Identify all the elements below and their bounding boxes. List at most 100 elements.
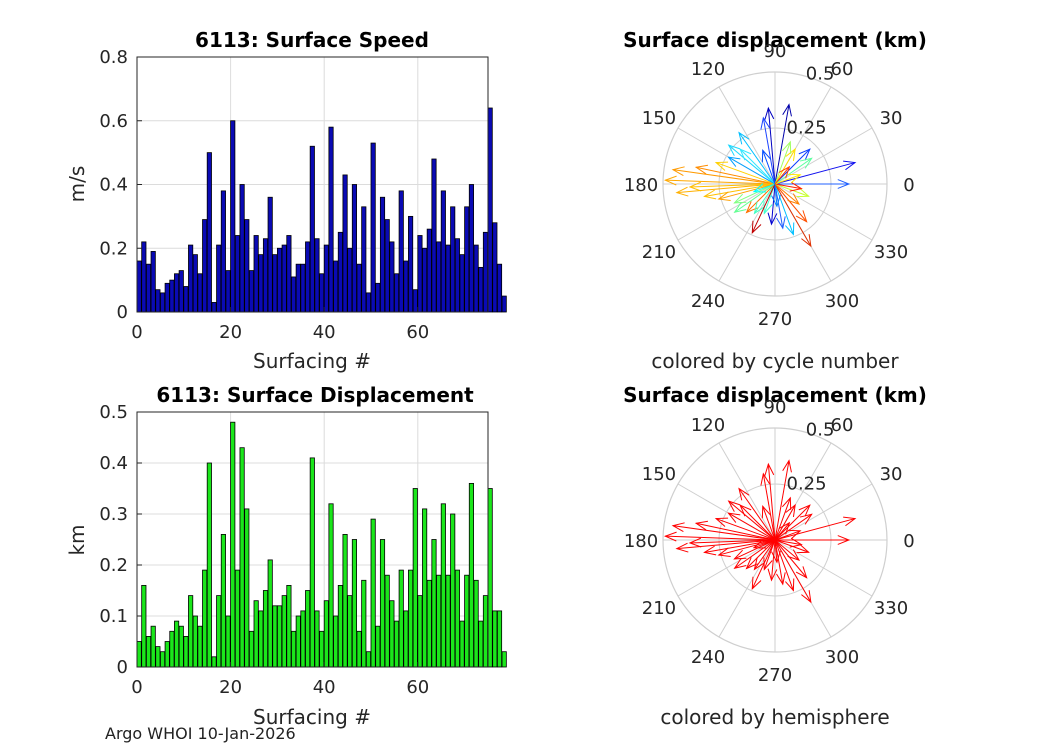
bar xyxy=(276,605,283,668)
polar-radius-label: 0.25 xyxy=(787,118,827,139)
bar xyxy=(501,295,507,313)
arrow-head xyxy=(798,148,811,161)
arrow-head xyxy=(837,535,851,545)
polar-angle-label: 150 xyxy=(642,464,676,485)
arrow-shaft xyxy=(672,169,776,185)
displacement-arrow xyxy=(767,183,778,226)
bar xyxy=(281,595,287,668)
bar xyxy=(286,235,292,313)
arrow-shaft xyxy=(774,513,812,541)
arrow-head xyxy=(675,542,689,553)
displacement-arrow xyxy=(727,512,776,541)
bar xyxy=(408,569,414,668)
arrow-head xyxy=(752,539,766,549)
arrow-shaft xyxy=(774,522,790,541)
arrow-head xyxy=(778,521,791,535)
bar xyxy=(450,206,456,313)
bar xyxy=(422,508,428,668)
displacement-arrow xyxy=(774,103,792,185)
displacement-arrow xyxy=(771,183,781,208)
polar-spoke xyxy=(677,539,776,597)
arrow-shaft xyxy=(774,157,812,185)
polar-angle-label: 210 xyxy=(642,598,676,619)
bar xyxy=(319,273,325,313)
bar xyxy=(356,630,362,668)
speed-chart-ylabel: m/s xyxy=(65,166,89,203)
arrow-shaft xyxy=(728,156,776,185)
bar xyxy=(398,569,404,668)
displacement-arrow xyxy=(774,459,792,541)
bar xyxy=(244,219,250,313)
displacement-arrow xyxy=(760,472,776,541)
bar xyxy=(230,421,236,668)
bar xyxy=(389,600,395,668)
arrow-head xyxy=(789,181,803,192)
arrow-head xyxy=(733,193,747,204)
x-tick-label: 60 xyxy=(406,322,429,343)
displacement-arrow xyxy=(745,183,776,214)
bar xyxy=(150,625,156,668)
displacement-arrow xyxy=(753,183,776,215)
bar xyxy=(496,610,503,668)
polar-angle-label: 210 xyxy=(642,242,676,263)
bar xyxy=(206,152,212,313)
displacement-arrow xyxy=(717,539,776,557)
arrow-head xyxy=(796,543,810,554)
bar xyxy=(164,641,170,668)
bar xyxy=(155,289,161,313)
arrow-head xyxy=(801,234,812,248)
polar-radius-label: 0.5 xyxy=(806,63,835,84)
arrow-head xyxy=(688,181,702,192)
arrow-shaft xyxy=(762,150,776,185)
bar xyxy=(454,569,460,668)
polar-angle-label: 30 xyxy=(880,108,903,129)
displacement-arrow xyxy=(774,183,810,198)
y-tick-label: 0 xyxy=(117,657,128,678)
arrow-shaft xyxy=(774,166,790,185)
arrow-head xyxy=(727,156,741,167)
bar xyxy=(150,251,156,313)
displacement-arrow xyxy=(774,140,792,185)
displacement-arrow xyxy=(774,521,791,541)
displacement-arrow xyxy=(774,183,801,206)
arrow-head xyxy=(760,116,771,130)
arrow-shaft xyxy=(774,539,794,591)
bar xyxy=(291,276,297,313)
bar xyxy=(216,244,222,313)
displacement-arrow xyxy=(771,539,781,564)
arrow-shaft xyxy=(754,183,776,214)
arrow-shaft xyxy=(774,504,796,541)
bar xyxy=(239,447,245,668)
arrow-head xyxy=(717,191,731,201)
bar xyxy=(422,247,428,313)
bar xyxy=(328,503,334,668)
arrow-head xyxy=(703,189,717,200)
arrow-head xyxy=(714,161,729,171)
arrow-shaft xyxy=(715,518,776,541)
bar xyxy=(436,574,442,668)
polar-angle-label: 120 xyxy=(691,59,725,80)
arrow-head xyxy=(663,531,677,542)
polar-angle-label: 240 xyxy=(691,291,725,312)
arrow-head xyxy=(778,165,791,179)
arrow-shaft xyxy=(734,183,776,213)
displacement-arrow xyxy=(714,517,776,541)
displacement-arrow xyxy=(774,183,795,236)
arrow-shaft xyxy=(676,539,776,550)
arrow-shaft xyxy=(665,179,776,185)
arrow-head xyxy=(764,106,775,120)
bar xyxy=(361,579,367,668)
bar xyxy=(272,254,278,313)
arrow-head xyxy=(799,157,813,169)
bar xyxy=(319,630,325,668)
arrow-shaft xyxy=(774,539,784,585)
arrow-shaft xyxy=(746,183,776,213)
bar xyxy=(412,289,418,313)
displacement-arrow xyxy=(760,116,776,185)
y-tick-label: 0.4 xyxy=(99,175,128,196)
bar xyxy=(183,636,189,668)
displacement-arrow xyxy=(753,539,776,571)
bar xyxy=(197,273,203,313)
arrow-head xyxy=(782,459,792,473)
arrow-shaft xyxy=(728,144,776,185)
